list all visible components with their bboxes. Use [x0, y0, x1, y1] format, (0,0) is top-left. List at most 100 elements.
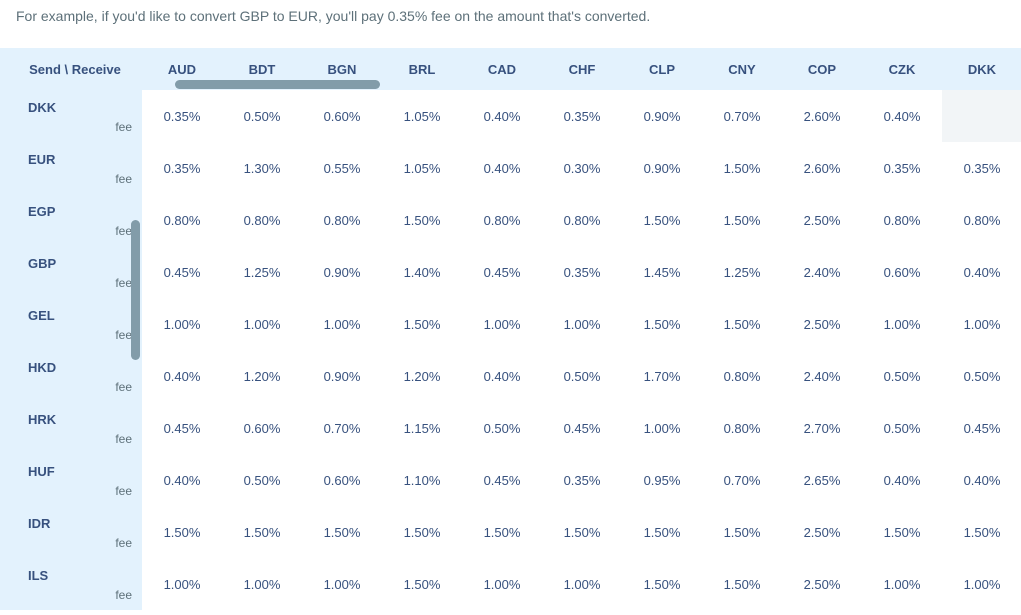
- fee-cell: 0.40%: [942, 454, 1021, 506]
- fee-cell: 0.80%: [942, 194, 1021, 246]
- fee-cell: 0.60%: [862, 246, 942, 298]
- fee-cell: 0.40%: [862, 454, 942, 506]
- fee-cell: 0.80%: [542, 194, 622, 246]
- fee-cell: 1.50%: [702, 506, 782, 558]
- fee-cell: 0.90%: [622, 142, 702, 194]
- fee-cell: 1.00%: [942, 558, 1021, 610]
- row-currency-label: EGP: [28, 204, 55, 219]
- fee-cell: 1.00%: [942, 298, 1021, 350]
- fee-cell: 1.00%: [142, 558, 222, 610]
- fee-cell: 0.90%: [302, 350, 382, 402]
- row-currency-label: ILS: [28, 568, 48, 583]
- fee-label: fee: [115, 276, 132, 290]
- fee-cell: 0.80%: [862, 194, 942, 246]
- fee-cell: 0.45%: [142, 402, 222, 454]
- fee-label: fee: [115, 380, 132, 394]
- column-header-chf: CHF: [542, 48, 622, 90]
- fee-cell: 1.00%: [222, 298, 302, 350]
- table-row: EGPfee0.80%0.80%0.80%1.50%0.80%0.80%1.50…: [0, 194, 1021, 246]
- row-currency-label: DKK: [28, 100, 56, 115]
- fee-cell: 1.20%: [382, 350, 462, 402]
- fee-cell: 0.50%: [222, 90, 302, 142]
- fee-cell: 0.50%: [862, 402, 942, 454]
- fee-cell: 1.50%: [622, 558, 702, 610]
- fee-cell: 1.25%: [222, 246, 302, 298]
- fee-cell: 0.95%: [622, 454, 702, 506]
- fee-cell: 0.70%: [302, 402, 382, 454]
- fee-cell: 0.40%: [142, 454, 222, 506]
- fee-cell: 2.40%: [782, 350, 862, 402]
- fee-cell: 1.40%: [382, 246, 462, 298]
- fee-label: fee: [115, 588, 132, 602]
- fee-cell: 0.45%: [142, 246, 222, 298]
- fee-cell: 0.80%: [222, 194, 302, 246]
- fee-cell: 0.80%: [462, 194, 542, 246]
- fee-cell: 0.50%: [462, 402, 542, 454]
- fee-cell: 2.60%: [782, 142, 862, 194]
- fee-cell: 0.80%: [142, 194, 222, 246]
- table-row: HRKfee0.45%0.60%0.70%1.15%0.50%0.45%1.00…: [0, 402, 1021, 454]
- table-row: IDRfee1.50%1.50%1.50%1.50%1.50%1.50%1.50…: [0, 506, 1021, 558]
- fee-cell: 1.00%: [542, 298, 622, 350]
- row-header-gbp: GBP fee: [0, 246, 142, 298]
- row-header-hrk: HRKfee: [0, 402, 142, 454]
- fee-cell: 0.40%: [462, 350, 542, 402]
- fee-label: fee: [115, 224, 132, 238]
- fee-cell: 2.70%: [782, 402, 862, 454]
- fee-cell: 0.80%: [702, 350, 782, 402]
- row-currency-label: GBP: [28, 256, 56, 271]
- fee-cell: 0.40%: [942, 246, 1021, 298]
- column-header-cad: CAD: [462, 48, 542, 90]
- column-header-dkk: DKK: [942, 48, 1021, 90]
- fee-table-wrapper: Send \ Receive AUDBDTBGNBRLCADCHFCLPCNYC…: [0, 48, 1021, 610]
- fee-cell: 0.45%: [462, 454, 542, 506]
- fee-cell: 1.00%: [862, 558, 942, 610]
- fee-cell: 1.20%: [222, 350, 302, 402]
- fee-cell: 0.50%: [542, 350, 622, 402]
- fee-cell: 0.80%: [702, 402, 782, 454]
- fee-cell: 1.00%: [622, 402, 702, 454]
- fee-cell: 2.40%: [782, 246, 862, 298]
- fee-cell: 0.90%: [622, 90, 702, 142]
- fee-label: fee: [115, 484, 132, 498]
- fee-cell: 1.50%: [462, 506, 542, 558]
- column-header-cop: COP: [782, 48, 862, 90]
- fee-cell: 1.50%: [622, 506, 702, 558]
- fee-cell: 0.40%: [462, 90, 542, 142]
- fee-label: fee: [115, 172, 132, 186]
- row-header-huf: HUF fee: [0, 454, 142, 506]
- fee-cell: 1.50%: [382, 506, 462, 558]
- fee-cell: 1.00%: [142, 298, 222, 350]
- horizontal-scrollbar[interactable]: [175, 80, 380, 89]
- row-header-ils: ILS fee: [0, 558, 142, 610]
- fee-cell: 0.70%: [702, 90, 782, 142]
- table-row: GBPfee0.45%1.25%0.90%1.40%0.45%0.35%1.45…: [0, 246, 1021, 298]
- row-currency-label: HUF: [28, 464, 55, 479]
- vertical-scrollbar[interactable]: [131, 220, 140, 360]
- fee-cell: 0.55%: [302, 142, 382, 194]
- fee-cell: 0.35%: [142, 90, 222, 142]
- corner-cell: Send \ Receive: [0, 48, 142, 90]
- column-header-czk: CZK: [862, 48, 942, 90]
- fee-table: Send \ Receive AUDBDTBGNBRLCADCHFCLPCNYC…: [0, 48, 1021, 610]
- fee-cell: 1.00%: [222, 558, 302, 610]
- fee-cell: 0.45%: [942, 402, 1021, 454]
- fee-cell: 1.50%: [702, 194, 782, 246]
- fee-cell: 0.35%: [942, 142, 1021, 194]
- fee-cell: 1.50%: [942, 506, 1021, 558]
- fee-cell: 1.00%: [302, 558, 382, 610]
- fee-cell: 1.50%: [702, 298, 782, 350]
- fee-cell: 1.00%: [462, 558, 542, 610]
- fee-cell: 0.35%: [542, 90, 622, 142]
- column-header-brl: BRL: [382, 48, 462, 90]
- fee-cell: 1.05%: [382, 142, 462, 194]
- fee-cell: 0.70%: [702, 454, 782, 506]
- fee-cell: 1.50%: [622, 194, 702, 246]
- intro-text: For example, if you'd like to convert GB…: [0, 0, 1021, 48]
- fee-cell: 2.50%: [782, 298, 862, 350]
- row-header-idr: IDRfee: [0, 506, 142, 558]
- table-row: EURfee0.35%1.30%0.55%1.05%0.40%0.30%0.90…: [0, 142, 1021, 194]
- fee-cell: 0.90%: [302, 246, 382, 298]
- fee-cell: 0.45%: [542, 402, 622, 454]
- fee-cell: 0.35%: [862, 142, 942, 194]
